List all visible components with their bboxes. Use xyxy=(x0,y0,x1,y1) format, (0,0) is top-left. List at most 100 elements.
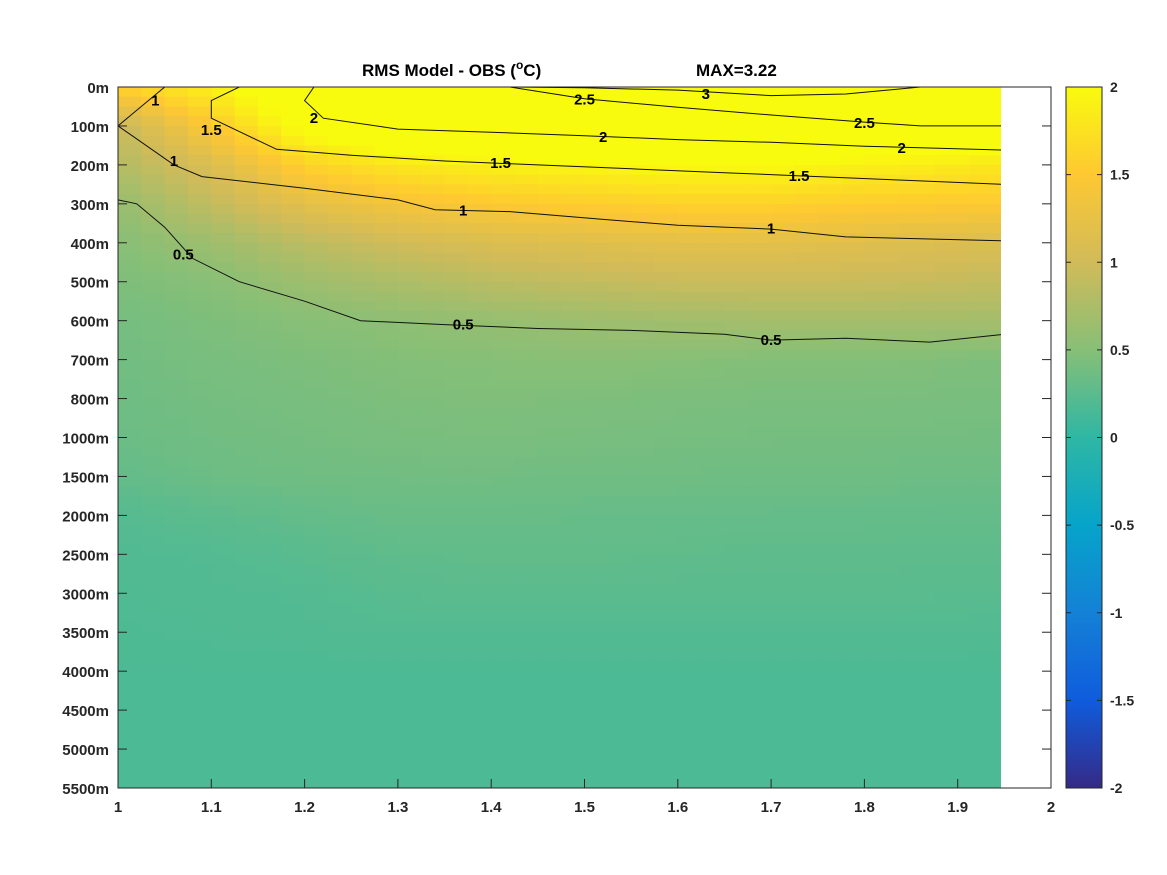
heatmap-cell xyxy=(118,778,142,788)
heatmap-cell xyxy=(747,622,772,633)
heatmap-cell xyxy=(164,661,189,672)
heatmap-cell xyxy=(118,515,142,526)
heatmap-cell xyxy=(561,768,586,779)
heatmap-cell xyxy=(304,476,329,487)
heatmap-cell xyxy=(467,768,492,779)
heatmap-cell xyxy=(607,437,632,448)
heatmap-cell xyxy=(351,534,376,546)
heatmap-cell xyxy=(724,418,749,429)
heatmap-cell xyxy=(724,96,749,108)
heatmap-cell xyxy=(374,349,399,361)
heatmap-cell xyxy=(327,758,352,770)
heatmap-cell xyxy=(561,739,586,750)
heatmap-cell xyxy=(631,768,656,779)
heatmap-cell xyxy=(899,388,935,400)
heatmap-cell xyxy=(234,447,259,458)
heatmap-cell xyxy=(841,641,865,653)
heatmap-cell xyxy=(631,194,656,205)
heatmap-cell xyxy=(934,96,970,108)
heatmap-cell xyxy=(234,281,259,293)
heatmap-cell xyxy=(864,379,900,390)
heatmap-cell xyxy=(257,554,282,565)
heatmap-cell xyxy=(514,456,539,468)
heatmap-cell xyxy=(677,447,702,458)
heatmap-cell xyxy=(281,252,306,263)
heatmap-cell xyxy=(841,233,865,244)
heatmap-cell xyxy=(934,544,970,555)
heatmap-cell xyxy=(397,651,422,663)
heatmap-cell xyxy=(841,310,865,322)
heatmap-cell xyxy=(304,164,329,176)
heatmap-cell xyxy=(257,194,282,205)
heatmap-cell xyxy=(164,729,189,740)
heatmap-cell xyxy=(701,456,726,468)
heatmap-cell xyxy=(747,291,772,302)
heatmap-cell xyxy=(794,418,819,429)
heatmap-cell xyxy=(327,486,352,497)
heatmap-cell xyxy=(794,233,819,244)
heatmap-cell xyxy=(327,622,352,633)
heatmap-cell xyxy=(631,456,656,468)
heatmap-cell xyxy=(304,749,329,760)
heatmap-cell xyxy=(631,486,656,497)
heatmap-cell xyxy=(211,564,236,575)
heatmap-cell xyxy=(164,398,189,409)
heatmap-cell xyxy=(374,281,399,293)
heatmap-cell xyxy=(491,456,516,468)
heatmap-cell xyxy=(281,739,306,750)
heatmap-cell xyxy=(187,271,212,283)
heatmap-cell xyxy=(677,729,702,740)
heatmap-cell xyxy=(724,641,749,653)
heatmap-cell xyxy=(397,194,422,205)
heatmap-cell xyxy=(514,164,539,176)
heatmap-cell xyxy=(817,252,842,263)
heatmap-cell xyxy=(701,603,726,614)
heatmap-cell xyxy=(257,749,282,760)
heatmap-cell xyxy=(561,106,586,117)
heatmap-cell xyxy=(281,330,306,341)
x-tick-label: 1.6 xyxy=(667,799,688,816)
heatmap-cell xyxy=(841,330,865,341)
heatmap-cell xyxy=(118,466,142,478)
heatmap-cell xyxy=(397,349,422,361)
heatmap-cell xyxy=(444,612,469,624)
heatmap-cell xyxy=(397,466,422,478)
heatmap-cell xyxy=(257,174,282,185)
heatmap-cell xyxy=(747,690,772,701)
heatmap-cell xyxy=(631,680,656,692)
heatmap-cell xyxy=(841,710,865,721)
heatmap-cell xyxy=(817,233,842,244)
heatmap-cell xyxy=(211,632,236,643)
heatmap-cell xyxy=(141,271,166,283)
heatmap-cell xyxy=(584,729,609,740)
heatmap-cell xyxy=(491,525,516,536)
heatmap-cell xyxy=(969,340,1001,351)
heatmap-cell xyxy=(211,135,236,147)
heatmap-cell xyxy=(514,125,539,137)
heatmap-cell xyxy=(118,749,142,760)
heatmap-cell xyxy=(187,505,212,516)
heatmap-cell xyxy=(654,252,679,263)
heatmap-cell xyxy=(257,778,282,788)
heatmap-cell xyxy=(514,310,539,322)
heatmap-cell xyxy=(211,729,236,740)
heatmap-cell xyxy=(817,515,842,526)
heatmap-cell xyxy=(934,174,970,185)
heatmap-cell xyxy=(969,768,1001,779)
heatmap-cell xyxy=(374,106,399,117)
heatmap-cell xyxy=(374,515,399,526)
heatmap-cell xyxy=(304,525,329,536)
heatmap-cell xyxy=(677,349,702,361)
heatmap-cell xyxy=(969,622,1001,633)
heatmap-cell xyxy=(164,593,189,604)
heatmap-cell xyxy=(584,135,609,147)
heatmap-cell xyxy=(281,603,306,614)
heatmap-cell xyxy=(537,194,562,205)
heatmap-cell xyxy=(164,632,189,643)
heatmap-cell xyxy=(654,320,679,332)
heatmap-cell xyxy=(969,398,1001,409)
heatmap-cell xyxy=(561,145,586,156)
heatmap-cell xyxy=(141,116,166,127)
heatmap-cell xyxy=(351,369,376,380)
heatmap-cell xyxy=(421,213,446,224)
